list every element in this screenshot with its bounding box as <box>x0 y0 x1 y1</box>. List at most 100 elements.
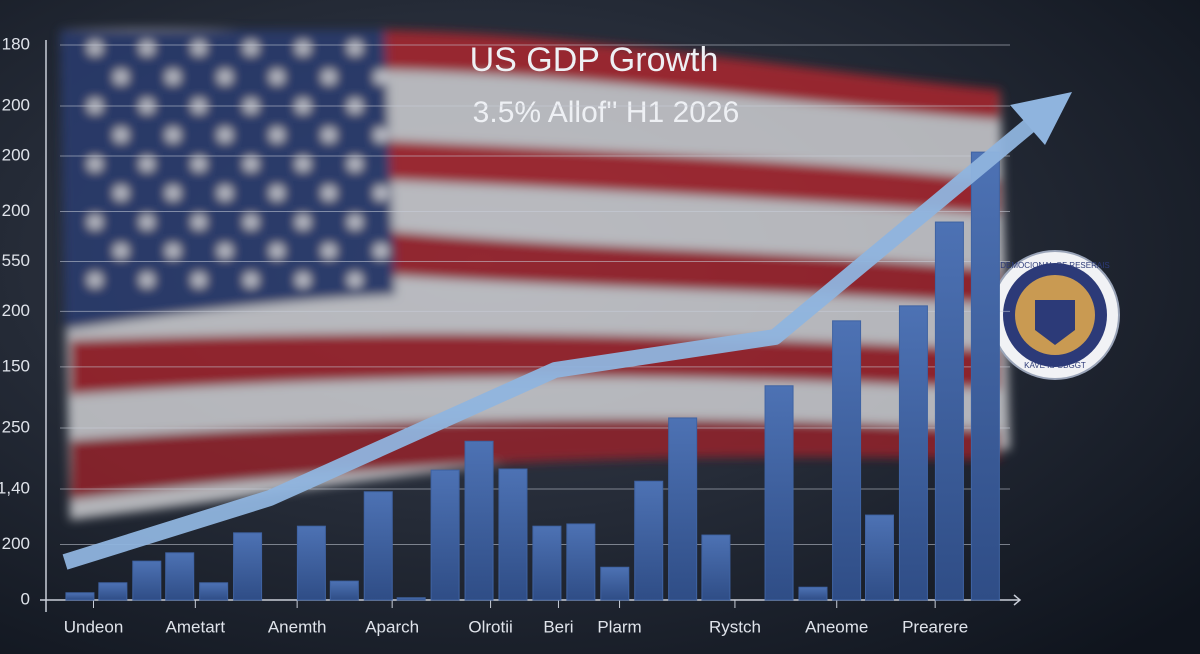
flag-stripe <box>70 333 1000 395</box>
bar <box>566 523 596 601</box>
flag-stripe <box>380 140 1000 215</box>
flag-star <box>88 41 102 55</box>
trend-arrow <box>62 118 1036 570</box>
bar <box>764 385 794 601</box>
flag-star <box>296 157 310 171</box>
bar <box>832 320 862 601</box>
flag-star <box>322 70 336 84</box>
bar <box>296 525 326 601</box>
y-tick-label: 150 <box>2 356 30 375</box>
bar <box>970 151 1000 601</box>
flag-star <box>218 244 232 258</box>
flag-star <box>114 128 128 142</box>
flag-star <box>296 215 310 229</box>
bar <box>98 582 128 601</box>
bar <box>165 552 195 601</box>
bar <box>532 525 562 601</box>
bar <box>233 532 263 601</box>
flag-star <box>140 273 154 287</box>
flag-star <box>322 244 336 258</box>
flag-star <box>166 244 180 258</box>
y-tick-label: 180 <box>2 34 30 53</box>
y-tick-label: 250 <box>2 417 30 436</box>
flag-star <box>348 41 362 55</box>
flag-star <box>218 186 232 200</box>
x-tick-label: Prearere <box>902 617 968 636</box>
flag-star <box>192 273 206 287</box>
flag-star <box>348 215 362 229</box>
flag-star <box>140 41 154 55</box>
flag-star <box>374 128 388 142</box>
x-tick-label: Ametart <box>166 617 226 636</box>
flag-star <box>296 41 310 55</box>
y-tick-label: 0 <box>21 589 30 608</box>
flag-star <box>296 273 310 287</box>
flag-star <box>374 70 388 84</box>
flag-star <box>192 41 206 55</box>
flag-star <box>140 215 154 229</box>
bar <box>701 534 731 601</box>
flag-star <box>374 186 388 200</box>
x-tick-label: Beri <box>543 617 573 636</box>
y-tick-label: 200 <box>2 96 30 115</box>
flag-star <box>88 215 102 229</box>
bar <box>934 221 964 601</box>
bar <box>363 491 393 601</box>
trend-arrow-head <box>1010 92 1072 145</box>
y-tick-label: 200 <box>2 201 30 220</box>
bar <box>199 582 229 601</box>
seal-shield <box>1035 300 1075 345</box>
y-tick-label: 200 <box>2 534 30 553</box>
flag-star <box>374 244 388 258</box>
flag-star <box>166 128 180 142</box>
flag-star <box>244 273 258 287</box>
flag-star <box>244 215 258 229</box>
flag-star <box>270 70 284 84</box>
flag-star <box>270 128 284 142</box>
y-tick-label: 200 <box>2 301 30 320</box>
flag-stripe <box>380 30 1000 120</box>
x-tick-label: Anemth <box>268 617 327 636</box>
x-axis-arrow <box>1013 594 1022 606</box>
flag-star <box>192 215 206 229</box>
y-tick-label: 550 <box>2 251 30 270</box>
flag-star <box>270 186 284 200</box>
chart-subtitle: 3.5% Allof'' H1 2026 <box>473 96 740 129</box>
bar <box>898 305 928 601</box>
flag-star <box>348 157 362 171</box>
chart-title: US GDP Growth <box>470 41 719 79</box>
x-tick-label: Aneome <box>805 617 868 636</box>
flag-star <box>88 157 102 171</box>
flag-star <box>218 70 232 84</box>
flag-star <box>322 128 336 142</box>
seal: DEMOCIONAL OF RESERAIS KAVE IS GBGGT <box>990 250 1120 380</box>
flag-star <box>88 273 102 287</box>
x-tick-label: Rystch <box>709 617 761 636</box>
x-tick-label: Plarm <box>597 617 641 636</box>
bar <box>430 469 460 601</box>
flag-star <box>244 157 258 171</box>
flag-star <box>140 157 154 171</box>
x-tick-label: Olrotii <box>468 617 512 636</box>
bar <box>798 586 828 601</box>
flag-star <box>114 70 128 84</box>
bar <box>600 566 630 601</box>
flag-star <box>114 244 128 258</box>
bar <box>329 580 359 601</box>
seal-text: KAVE IS GBGGT <box>1024 361 1086 370</box>
flag-star <box>218 128 232 142</box>
bar <box>668 417 698 601</box>
flag-star <box>244 41 258 55</box>
bar <box>396 597 426 601</box>
flag-star <box>322 186 336 200</box>
x-tick-label: Undeon <box>64 617 124 636</box>
y-tick-label: 1,40 <box>0 478 30 497</box>
flag-star <box>114 186 128 200</box>
bar <box>498 468 528 601</box>
bar <box>65 592 95 601</box>
flag-star <box>166 70 180 84</box>
bar <box>864 514 894 601</box>
flag-star <box>192 157 206 171</box>
